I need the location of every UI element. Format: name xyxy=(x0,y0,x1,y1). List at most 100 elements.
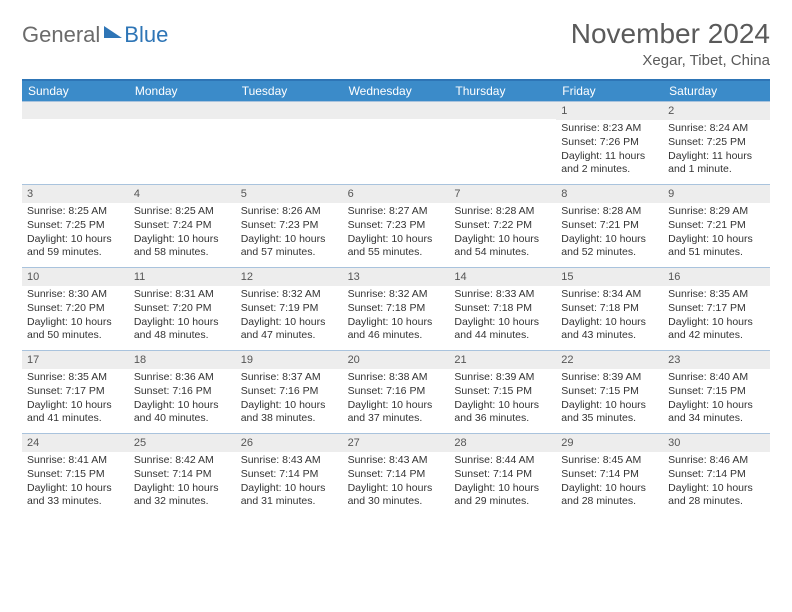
sunset-text: Sunset: 7:19 PM xyxy=(241,302,338,316)
day-number: 20 xyxy=(343,351,450,369)
day-number: 24 xyxy=(22,434,129,452)
day-body: Sunrise: 8:30 AMSunset: 7:20 PMDaylight:… xyxy=(22,286,129,347)
sunset-text: Sunset: 7:15 PM xyxy=(27,468,124,482)
day-body: Sunrise: 8:28 AMSunset: 7:22 PMDaylight:… xyxy=(449,203,556,264)
day-number: 16 xyxy=(663,268,770,286)
day-cell xyxy=(343,102,450,184)
day-number: 15 xyxy=(556,268,663,286)
day-cell: 3Sunrise: 8:25 AMSunset: 7:25 PMDaylight… xyxy=(22,185,129,267)
day-body: Sunrise: 8:43 AMSunset: 7:14 PMDaylight:… xyxy=(236,452,343,513)
day-cell: 28Sunrise: 8:44 AMSunset: 7:14 PMDayligh… xyxy=(449,434,556,516)
daylight-text: Daylight: 10 hours and 33 minutes. xyxy=(27,482,124,509)
day-cell: 27Sunrise: 8:43 AMSunset: 7:14 PMDayligh… xyxy=(343,434,450,516)
daylight-text: Daylight: 10 hours and 57 minutes. xyxy=(241,233,338,260)
day-cell: 5 Sunrise: 8:26 AMSunset: 7:23 PMDaylight… xyxy=(236,185,343,267)
day-number: 29 xyxy=(556,434,663,452)
day-number: 18 xyxy=(129,351,236,369)
daylight-text: Daylight: 10 hours and 38 minutes. xyxy=(241,399,338,426)
day-number: 19 xyxy=(236,351,343,369)
day-body: Sunrise: 8:39 AMSunset: 7:15 PMDaylight:… xyxy=(449,369,556,430)
daylight-text: Daylight: 10 hours and 59 minutes. xyxy=(27,233,124,260)
sunset-text: Sunset: 7:16 PM xyxy=(348,385,445,399)
day-number xyxy=(129,102,236,119)
day-number xyxy=(343,102,450,119)
day-number xyxy=(449,102,556,119)
sunset-text: Sunset: 7:23 PM xyxy=(348,219,445,233)
week-row: 24Sunrise: 8:41 AMSunset: 7:15 PMDayligh… xyxy=(22,433,770,516)
daylight-text: Daylight: 10 hours and 40 minutes. xyxy=(134,399,231,426)
day-body: Sunrise: 8:35 AMSunset: 7:17 PMDaylight:… xyxy=(663,286,770,347)
sunset-text: Sunset: 7:15 PM xyxy=(561,385,658,399)
week-row: 10Sunrise: 8:30 AMSunset: 7:20 PMDayligh… xyxy=(22,267,770,350)
weekday-header: Thursday xyxy=(449,81,556,101)
header: General Blue November 2024 Xegar, Tibet,… xyxy=(22,18,770,69)
sunrise-text: Sunrise: 8:27 AM xyxy=(348,205,445,219)
daylight-text: Daylight: 11 hours and 1 minute. xyxy=(668,150,765,177)
sunset-text: Sunset: 7:17 PM xyxy=(668,302,765,316)
sunrise-text: Sunrise: 8:35 AM xyxy=(668,288,765,302)
daylight-text: Daylight: 10 hours and 37 minutes. xyxy=(348,399,445,426)
day-cell: 26Sunrise: 8:43 AMSunset: 7:14 PMDayligh… xyxy=(236,434,343,516)
day-number: 14 xyxy=(449,268,556,286)
sunset-text: Sunset: 7:21 PM xyxy=(668,219,765,233)
sunrise-text: Sunrise: 8:32 AM xyxy=(241,288,338,302)
day-number: 5 xyxy=(236,185,343,203)
day-cell xyxy=(449,102,556,184)
weeks-container: 1Sunrise: 8:23 AMSunset: 7:26 PMDaylight… xyxy=(22,101,770,516)
title-block: November 2024 Xegar, Tibet, China xyxy=(571,18,770,69)
day-number: 27 xyxy=(343,434,450,452)
sunset-text: Sunset: 7:14 PM xyxy=(668,468,765,482)
sunset-text: Sunset: 7:20 PM xyxy=(134,302,231,316)
day-cell: 11Sunrise: 8:31 AMSunset: 7:20 PMDayligh… xyxy=(129,268,236,350)
day-cell xyxy=(22,102,129,184)
sunset-text: Sunset: 7:14 PM xyxy=(454,468,551,482)
day-number: 28 xyxy=(449,434,556,452)
day-number: 6 xyxy=(343,185,450,203)
day-number: 26 xyxy=(236,434,343,452)
day-number: 1 xyxy=(556,102,663,120)
day-cell: 17Sunrise: 8:35 AMSunset: 7:17 PMDayligh… xyxy=(22,351,129,433)
calendar: SundayMondayTuesdayWednesdayThursdayFrid… xyxy=(22,79,770,516)
daylight-text: Daylight: 10 hours and 55 minutes. xyxy=(348,233,445,260)
day-cell: 16Sunrise: 8:35 AMSunset: 7:17 PMDayligh… xyxy=(663,268,770,350)
sunrise-text: Sunrise: 8:26 AM xyxy=(241,205,338,219)
day-number: 10 xyxy=(22,268,129,286)
day-cell: 8Sunrise: 8:28 AMSunset: 7:21 PMDaylight… xyxy=(556,185,663,267)
day-body: Sunrise: 8:37 AMSunset: 7:16 PMDaylight:… xyxy=(236,369,343,430)
sunrise-text: Sunrise: 8:28 AM xyxy=(561,205,658,219)
weekday-header: Saturday xyxy=(663,81,770,101)
daylight-text: Daylight: 10 hours and 43 minutes. xyxy=(561,316,658,343)
sunset-text: Sunset: 7:15 PM xyxy=(668,385,765,399)
day-cell: 1Sunrise: 8:23 AMSunset: 7:26 PMDaylight… xyxy=(556,102,663,184)
daylight-text: Daylight: 11 hours and 2 minutes. xyxy=(561,150,658,177)
day-cell: 14Sunrise: 8:33 AMSunset: 7:18 PMDayligh… xyxy=(449,268,556,350)
sunset-text: Sunset: 7:21 PM xyxy=(561,219,658,233)
sunset-text: Sunset: 7:16 PM xyxy=(134,385,231,399)
sunrise-text: Sunrise: 8:32 AM xyxy=(348,288,445,302)
logo-text-blue: Blue xyxy=(124,22,168,48)
day-body: Sunrise: 8:29 AMSunset: 7:21 PMDaylight:… xyxy=(663,203,770,264)
sunrise-text: Sunrise: 8:42 AM xyxy=(134,454,231,468)
sunset-text: Sunset: 7:25 PM xyxy=(668,136,765,150)
daylight-text: Daylight: 10 hours and 50 minutes. xyxy=(27,316,124,343)
day-body: Sunrise: 8:38 AMSunset: 7:16 PMDaylight:… xyxy=(343,369,450,430)
daylight-text: Daylight: 10 hours and 42 minutes. xyxy=(668,316,765,343)
sunset-text: Sunset: 7:23 PM xyxy=(241,219,338,233)
week-row: 3Sunrise: 8:25 AMSunset: 7:25 PMDaylight… xyxy=(22,184,770,267)
sunset-text: Sunset: 7:26 PM xyxy=(561,136,658,150)
weekday-header: Wednesday xyxy=(343,81,450,101)
daylight-text: Daylight: 10 hours and 51 minutes. xyxy=(668,233,765,260)
sunset-text: Sunset: 7:14 PM xyxy=(561,468,658,482)
sunrise-text: Sunrise: 8:43 AM xyxy=(241,454,338,468)
daylight-text: Daylight: 10 hours and 58 minutes. xyxy=(134,233,231,260)
day-cell: 20Sunrise: 8:38 AMSunset: 7:16 PMDayligh… xyxy=(343,351,450,433)
day-body: Sunrise: 8:42 AMSunset: 7:14 PMDaylight:… xyxy=(129,452,236,513)
daylight-text: Daylight: 10 hours and 32 minutes. xyxy=(134,482,231,509)
daylight-text: Daylight: 10 hours and 41 minutes. xyxy=(27,399,124,426)
sunset-text: Sunset: 7:14 PM xyxy=(134,468,231,482)
daylight-text: Daylight: 10 hours and 47 minutes. xyxy=(241,316,338,343)
day-body: Sunrise: 8:24 AMSunset: 7:25 PMDaylight:… xyxy=(663,120,770,181)
daylight-text: Daylight: 10 hours and 30 minutes. xyxy=(348,482,445,509)
sunset-text: Sunset: 7:25 PM xyxy=(27,219,124,233)
sunrise-text: Sunrise: 8:40 AM xyxy=(668,371,765,385)
